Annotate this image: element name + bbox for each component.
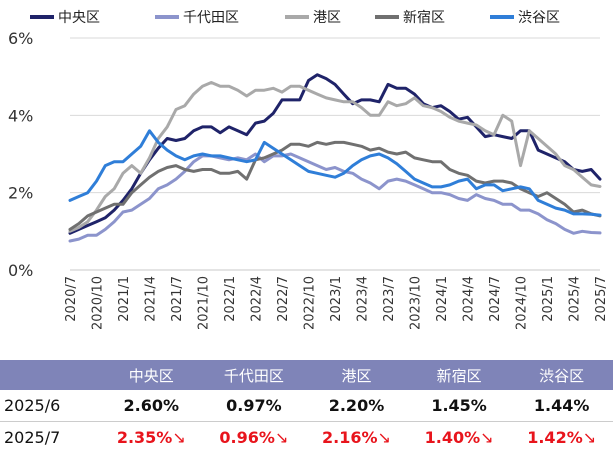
x-tick-label: 2020/10 bbox=[91, 276, 106, 330]
table-cell: 1.42%↘ bbox=[510, 422, 613, 453]
x-tick-label: 2025/7 bbox=[594, 276, 609, 322]
legend-label: 新宿区 bbox=[403, 9, 445, 26]
x-tick-label: 2021/1 bbox=[117, 276, 132, 322]
table-header-cell: 渋谷区 bbox=[510, 360, 613, 390]
x-tick-label: 2025/1 bbox=[541, 276, 556, 322]
cell-value: 1.44% bbox=[534, 396, 590, 415]
x-tick-label: 2021/7 bbox=[170, 276, 185, 322]
cell-value: 2.35% bbox=[117, 428, 173, 447]
x-tick-label: 2024/4 bbox=[462, 276, 477, 322]
table-header-cell: 新宿区 bbox=[408, 360, 511, 390]
legend-label: 中央区 bbox=[58, 10, 100, 26]
y-axis-ticks: 0% 2% 4% 6% bbox=[8, 29, 33, 280]
y-tick-label: 0% bbox=[8, 261, 33, 280]
series-lines bbox=[70, 75, 600, 241]
x-tick-label: 2023/10 bbox=[409, 276, 424, 330]
table-header-cell: 港区 bbox=[305, 360, 408, 390]
cell-value: 0.96% bbox=[219, 428, 275, 447]
legend-label: 千代田区 bbox=[183, 10, 239, 26]
cell-value: 2.20% bbox=[329, 396, 385, 415]
grid-lines bbox=[70, 38, 600, 270]
y-tick-label: 6% bbox=[8, 29, 33, 48]
table-cell: 0.96%↘ bbox=[203, 422, 306, 453]
x-tick-label: 2024/7 bbox=[488, 276, 503, 322]
table-cell: 0.97% bbox=[203, 390, 306, 422]
table-header-row: 中央区 千代田区 港区 新宿区 渋谷区 bbox=[0, 360, 613, 390]
trend-arrow: ↘ bbox=[172, 428, 185, 447]
table-header-cell: 千代田区 bbox=[203, 360, 306, 390]
table-cell: 2.16%↘ bbox=[305, 422, 408, 453]
cell-value: 0.97% bbox=[226, 396, 282, 415]
row-label: 2025/6 bbox=[0, 390, 100, 422]
y-tick-label: 2% bbox=[8, 184, 33, 203]
table-header-cell bbox=[0, 360, 100, 390]
x-tick-label: 2022/7 bbox=[276, 276, 291, 322]
summary-table: 中央区 千代田区 港区 新宿区 渋谷区 2025/6 2.60% 0.97% 2… bbox=[0, 360, 613, 453]
x-axis-ticks: 2020/7 2020/10 2021/1 2021/4 2021/7 2021/10 20… bbox=[64, 276, 609, 330]
x-tick-label: 2022/10 bbox=[303, 276, 318, 330]
trend-arrow: ↘ bbox=[583, 428, 596, 447]
legend-label: 渋谷区 bbox=[518, 10, 560, 26]
cell-value: 1.42% bbox=[527, 428, 583, 447]
x-tick-label: 2024/1 bbox=[435, 276, 450, 322]
table-cell: 2.60% bbox=[100, 390, 203, 422]
x-tick-label: 2021/10 bbox=[197, 276, 212, 330]
trend-arrow: ↘ bbox=[480, 428, 493, 447]
legend-label: 港区 bbox=[313, 10, 341, 26]
x-tick-label: 2025/4 bbox=[568, 276, 583, 322]
cell-value: 1.45% bbox=[431, 396, 487, 415]
x-tick-label: 2023/7 bbox=[382, 276, 397, 322]
cell-value: 2.60% bbox=[124, 396, 180, 415]
table-cell: 2.35%↘ bbox=[100, 422, 203, 453]
table-header-cell: 中央区 bbox=[100, 360, 203, 390]
trend-arrow: ↘ bbox=[275, 428, 288, 447]
row-label: 2025/7 bbox=[0, 422, 100, 453]
x-tick-label: 2021/4 bbox=[144, 276, 159, 322]
cell-value: 2.16% bbox=[322, 428, 378, 447]
table-cell: 2.20% bbox=[305, 390, 408, 422]
table-cell: 1.45% bbox=[408, 390, 511, 422]
table-cell: 1.40%↘ bbox=[408, 422, 511, 453]
cell-value: 1.40% bbox=[425, 428, 481, 447]
y-tick-label: 4% bbox=[8, 106, 33, 125]
x-tick-label: 2023/4 bbox=[356, 276, 371, 322]
x-tick-label: 2022/4 bbox=[250, 276, 265, 322]
table-row: 2025/7 2.35%↘ 0.96%↘ 2.16%↘ 1.40%↘ 1.42%… bbox=[0, 422, 613, 453]
x-tick-label: 2024/10 bbox=[515, 276, 530, 330]
table-cell: 1.44% bbox=[510, 390, 613, 422]
trend-arrow: ↘ bbox=[378, 428, 391, 447]
x-tick-label: 2023/1 bbox=[329, 276, 344, 322]
table-row: 2025/6 2.60% 0.97% 2.20% 1.45% 1.44% bbox=[0, 390, 613, 422]
x-tick-label: 2020/7 bbox=[64, 276, 79, 322]
chart-legend: 中央区 千代田区 港区 新宿区 渋谷区 bbox=[30, 9, 560, 26]
x-tick-label: 2022/1 bbox=[223, 276, 238, 322]
